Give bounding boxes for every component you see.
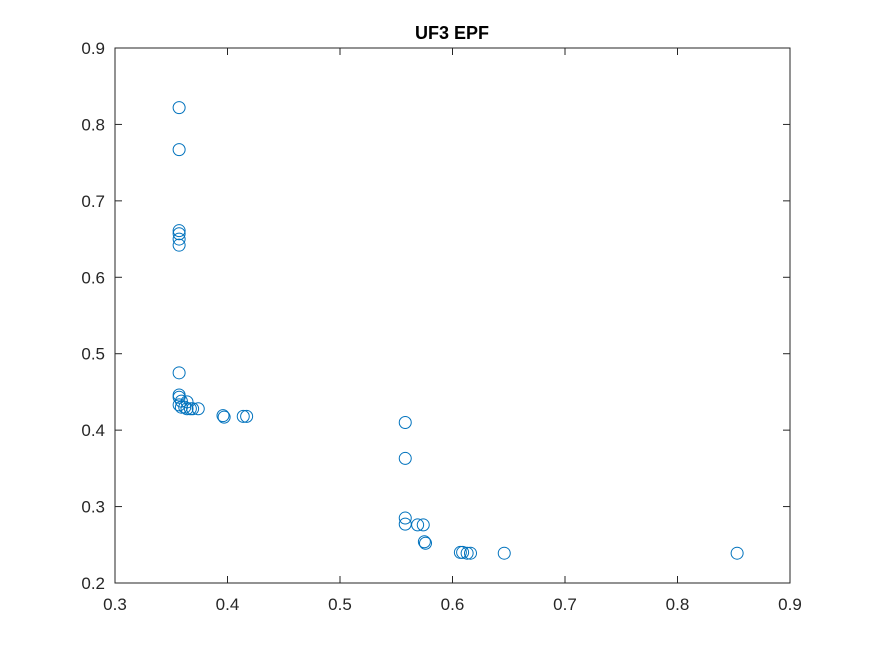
x-tick-label: 0.4 <box>216 595 240 614</box>
axes-frame <box>114 47 791 584</box>
y-tick-label: 0.7 <box>81 192 105 211</box>
data-point <box>178 400 192 414</box>
x-tick-label: 0.8 <box>666 595 690 614</box>
y-tick-label: 0.4 <box>81 421 105 440</box>
y-tick-label: 0.2 <box>81 574 105 593</box>
data-point <box>236 409 250 423</box>
data-point <box>216 409 230 423</box>
data-point <box>456 545 470 559</box>
data-point <box>217 410 231 424</box>
data-point <box>240 409 254 423</box>
x-tick-label: 0.5 <box>328 595 352 614</box>
data-point <box>460 546 474 560</box>
data-point <box>398 511 412 525</box>
data-point <box>172 224 186 238</box>
x-axis: 0.3 0.4 0.5 0.6 0.7 0.8 0.9 <box>103 48 802 614</box>
x-tick-label: 0.9 <box>778 595 802 614</box>
data-point <box>172 238 186 252</box>
y-tick-label: 0.9 <box>81 39 105 58</box>
data-point <box>172 101 186 115</box>
y-tick-label: 0.3 <box>81 498 105 517</box>
data-point <box>186 402 200 416</box>
data-point <box>180 402 194 416</box>
data-point <box>172 143 186 157</box>
chart-title: UF3 EPF <box>415 23 489 43</box>
data-point <box>172 232 186 246</box>
y-tick-label: 0.8 <box>81 115 105 134</box>
data-point <box>398 451 412 465</box>
x-tick-label: 0.6 <box>441 595 465 614</box>
data-point <box>398 416 412 429</box>
y-axis: 0.2 0.3 0.4 0.5 0.6 0.7 0.8 0.9 <box>81 39 790 593</box>
x-tick-label: 0.3 <box>103 595 127 614</box>
x-tick-label: 0.7 <box>553 595 577 614</box>
data-point <box>172 227 186 241</box>
y-tick-label: 0.6 <box>81 268 105 287</box>
data-point <box>419 536 432 550</box>
plot-area-border <box>114 47 791 584</box>
data-point <box>172 366 186 380</box>
data-point <box>730 546 744 560</box>
data-point <box>464 546 477 560</box>
data-point <box>411 518 425 532</box>
y-tick-label: 0.5 <box>81 345 105 364</box>
data-point <box>191 402 205 416</box>
data-points <box>172 101 744 560</box>
data-point <box>417 535 431 549</box>
data-point <box>416 518 430 532</box>
data-point <box>497 546 511 560</box>
data-point <box>172 390 186 404</box>
